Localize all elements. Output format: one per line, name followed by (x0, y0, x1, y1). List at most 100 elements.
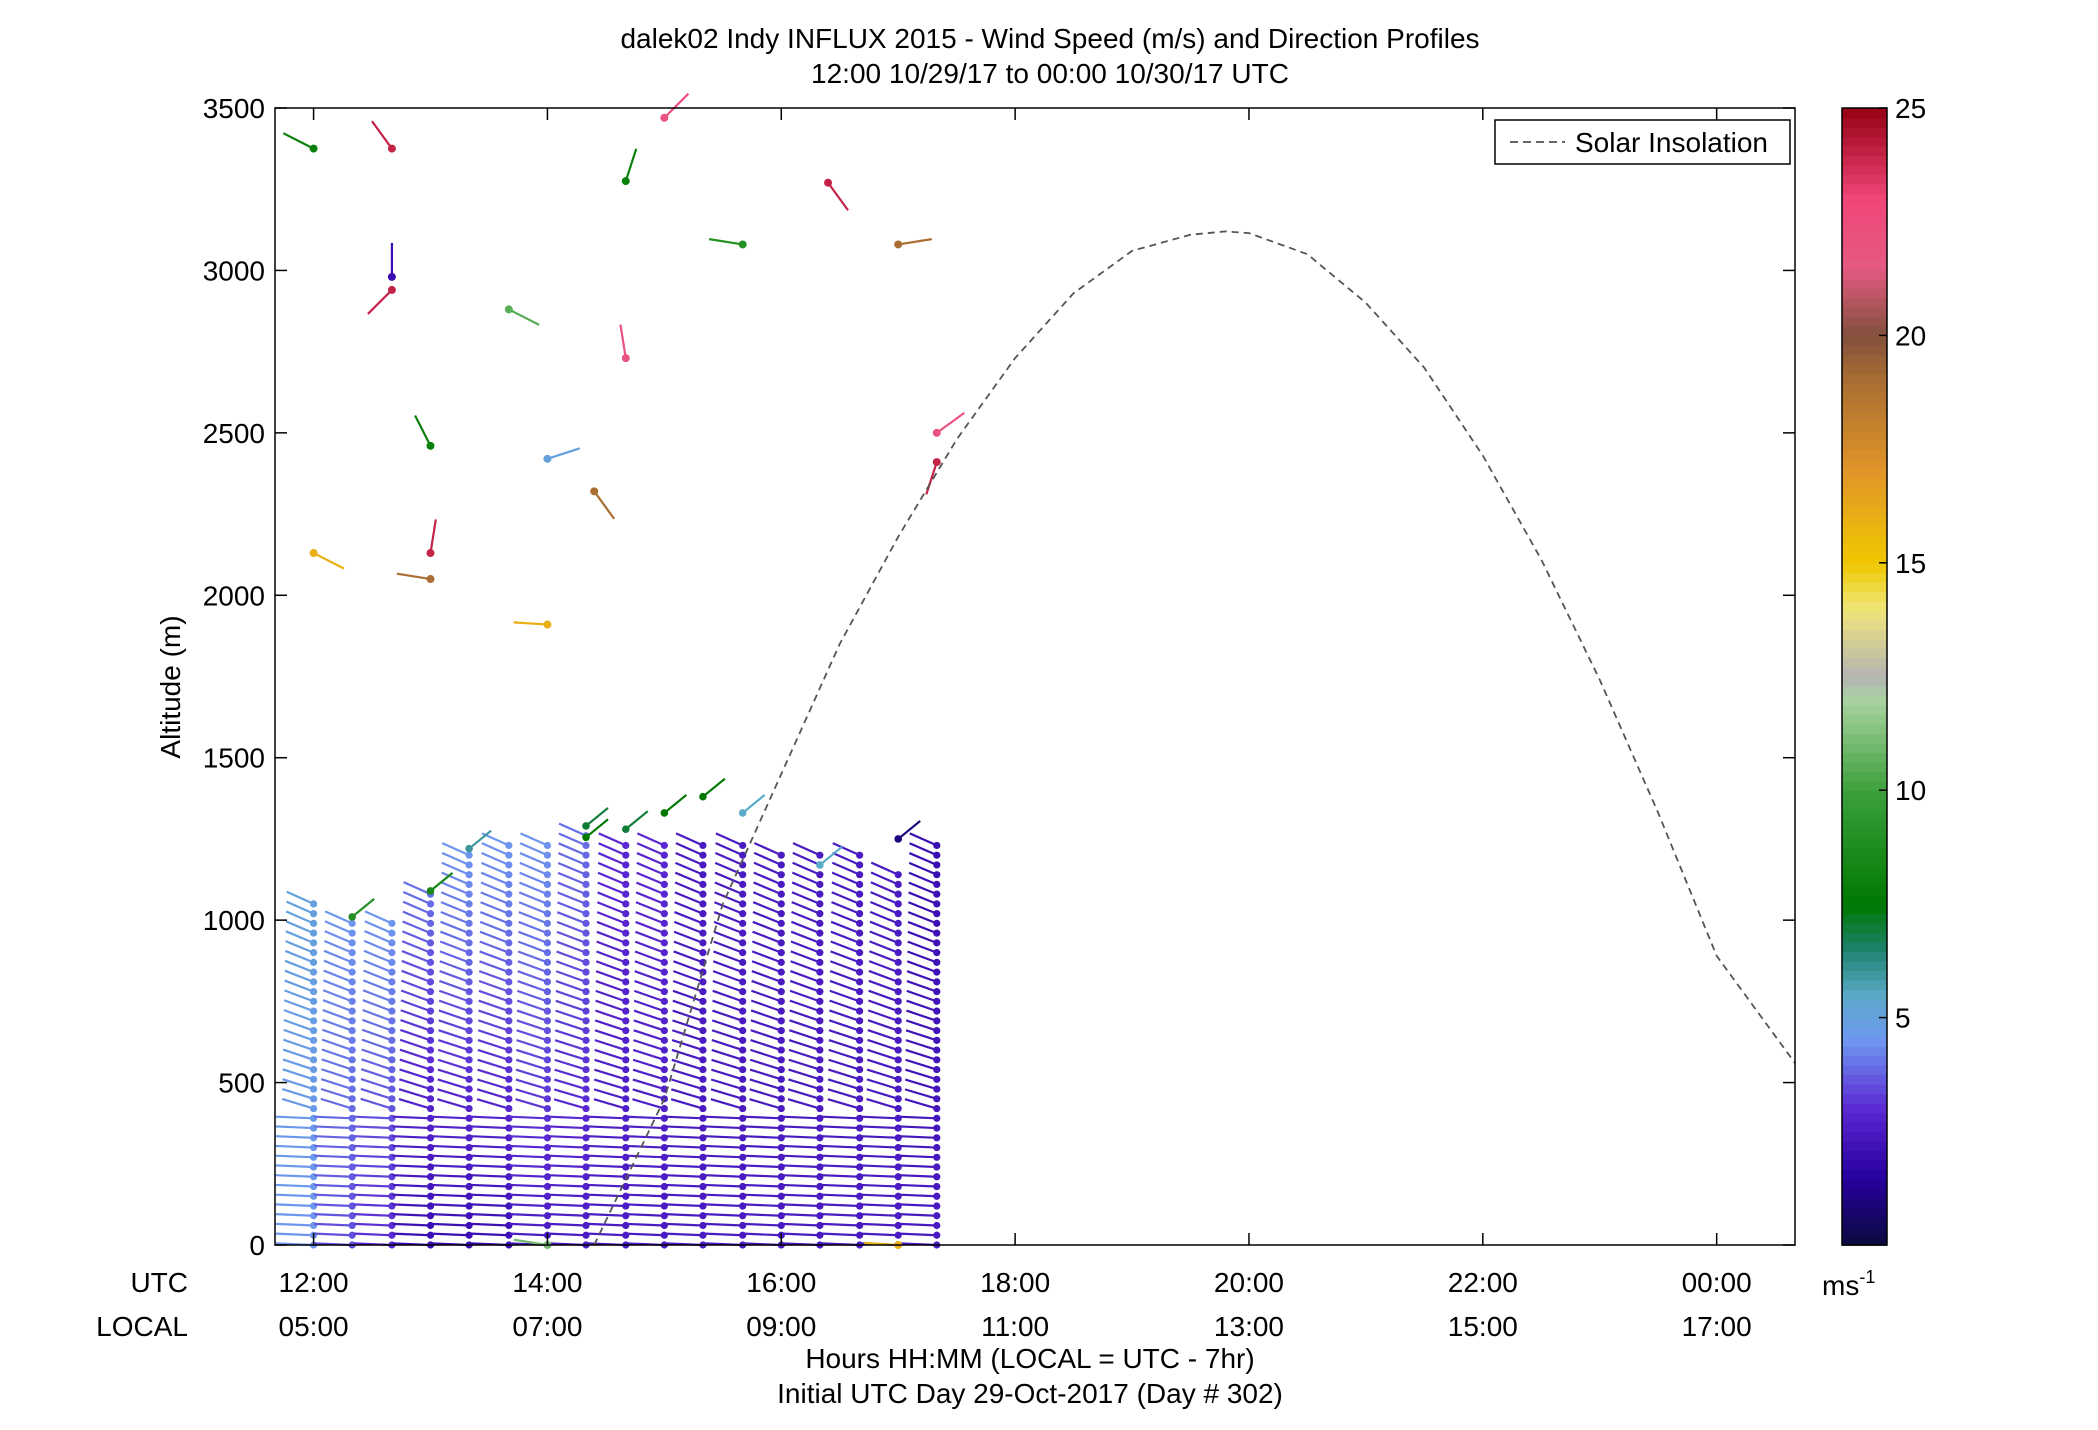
wind-barb-stem (285, 920, 315, 935)
wind-barb-point (816, 1036, 824, 1044)
wind-barb-stem (743, 1183, 782, 1188)
wind-barb-point (622, 997, 630, 1005)
x-tick-label-utc: 16:00 (746, 1267, 816, 1298)
wind-barb-point (505, 841, 513, 850)
wind-barb-stem (275, 1213, 314, 1217)
wind-barb-stem (275, 1135, 314, 1139)
wind-barb-stem (908, 871, 938, 886)
wind-barb-point (505, 871, 513, 879)
wind-barb-stem (821, 1164, 860, 1169)
wind-barb-point (388, 1007, 396, 1015)
wind-barb-stem (595, 989, 627, 1003)
wind-barb-point (777, 1036, 785, 1044)
wind-barb-stem (781, 1125, 820, 1130)
wind-barb-stem (831, 891, 861, 905)
wind-barb-stem (431, 1164, 470, 1169)
wind-barb-point (816, 1163, 824, 1171)
wind-barb-stem (354, 1203, 392, 1208)
wind-barb-point (543, 939, 552, 947)
wind-barb-point (348, 978, 356, 986)
wind-barb-point (309, 958, 318, 966)
wind-barb-point (933, 871, 941, 879)
wind-barb-stem (673, 940, 704, 954)
wind-barb-stem (713, 930, 744, 944)
wind-barb-point (856, 949, 864, 957)
colorbar-segment (1842, 856, 1887, 867)
wind-barb-stem (749, 1088, 782, 1100)
wind-barb-stem (713, 920, 744, 935)
colorbar-segment (1842, 524, 1887, 536)
wind-barb-stem (665, 1222, 703, 1227)
wind-barb-point (465, 978, 473, 986)
wind-barb-point (856, 880, 864, 889)
wind-barb-stem (821, 1183, 860, 1188)
wind-barb-stem (626, 1213, 665, 1217)
wind-barb-point (348, 1017, 356, 1025)
wind-barb-point (582, 988, 590, 996)
wind-barb-point (777, 1046, 785, 1054)
colorbar-segment (1842, 591, 1887, 602)
wind-barb-point (426, 1104, 435, 1113)
wind-profile-11 (704, 832, 747, 1249)
x-tick-label-utc: 20:00 (1214, 1267, 1284, 1298)
colorbar-segment (1842, 297, 1887, 308)
wind-barb-point (699, 880, 707, 889)
wind-barb-point (660, 871, 668, 879)
wind-barb-stem (509, 1193, 548, 1198)
wind-barb-point (816, 1085, 824, 1093)
wind-barb-stem (470, 1154, 509, 1159)
wind-barb-point (426, 1017, 435, 1025)
wind-barb-stem (392, 1213, 431, 1217)
wind-barb-stem (781, 1213, 820, 1217)
y-tick-label: 0 (249, 1230, 265, 1261)
wind-barb-point (699, 988, 707, 996)
wind-barb-point (816, 1143, 824, 1152)
wind-barb-point (582, 1221, 590, 1230)
wind-barb-stem (477, 1078, 510, 1091)
wind-barb-point (622, 880, 630, 889)
wind-barb-stem (476, 1088, 510, 1100)
wind-barb-point (622, 939, 630, 947)
colorbar-segment (1842, 1235, 1887, 1246)
wind-barb-point (777, 929, 785, 937)
wind-barb-stem (714, 901, 744, 915)
wind-barb-stem (437, 1068, 470, 1081)
axes-layer: 0 500 1000 1500 2000 2500 3000 3500 12:00 05:00 14… (203, 93, 1796, 1342)
wind-barb-stem (402, 890, 431, 905)
wind-barb-point (660, 1065, 668, 1074)
wind-barb-point (388, 939, 396, 947)
wind-barb-stem (437, 1098, 470, 1110)
wind-barb-point (348, 1007, 356, 1015)
wind-barb-stem (392, 1115, 431, 1120)
wind-barb-point (699, 890, 707, 898)
wind-barb-stem (828, 1019, 860, 1032)
wind-barb-point (505, 910, 513, 918)
wind-barb-stem (711, 1048, 744, 1061)
wind-barb-stem (548, 1174, 587, 1178)
wind-barb-stem (743, 1115, 782, 1120)
wind-barb-stem (554, 1068, 587, 1081)
colorbar-segment (1842, 685, 1887, 697)
y-tick-label: 3000 (203, 255, 265, 286)
wind-barb-point (582, 978, 590, 986)
wind-barb-stem (789, 979, 821, 993)
wind-barb-point (933, 1017, 941, 1025)
wind-barb-point (933, 1143, 941, 1152)
wind-barb-stem (470, 1144, 509, 1149)
wind-barb-stem (898, 1193, 937, 1198)
wind-barb-point (543, 949, 552, 957)
wind-barb-stem (314, 1154, 353, 1159)
wind-barb-stem (548, 1164, 587, 1169)
wind-barb-stem (314, 1164, 353, 1169)
wind-barb-point (622, 949, 630, 957)
wind-barb-point (505, 890, 513, 898)
wind-barb-stem (626, 1115, 665, 1120)
top-barb-stem (819, 846, 843, 866)
wind-barb-point (777, 988, 785, 996)
wind-barb-stem (516, 999, 548, 1013)
wind-barb-point (933, 958, 941, 966)
wind-barb-stem (675, 842, 704, 857)
wind-barb-point (816, 871, 824, 879)
wind-barb-point (894, 1007, 902, 1015)
wind-barb-stem (905, 1068, 938, 1081)
